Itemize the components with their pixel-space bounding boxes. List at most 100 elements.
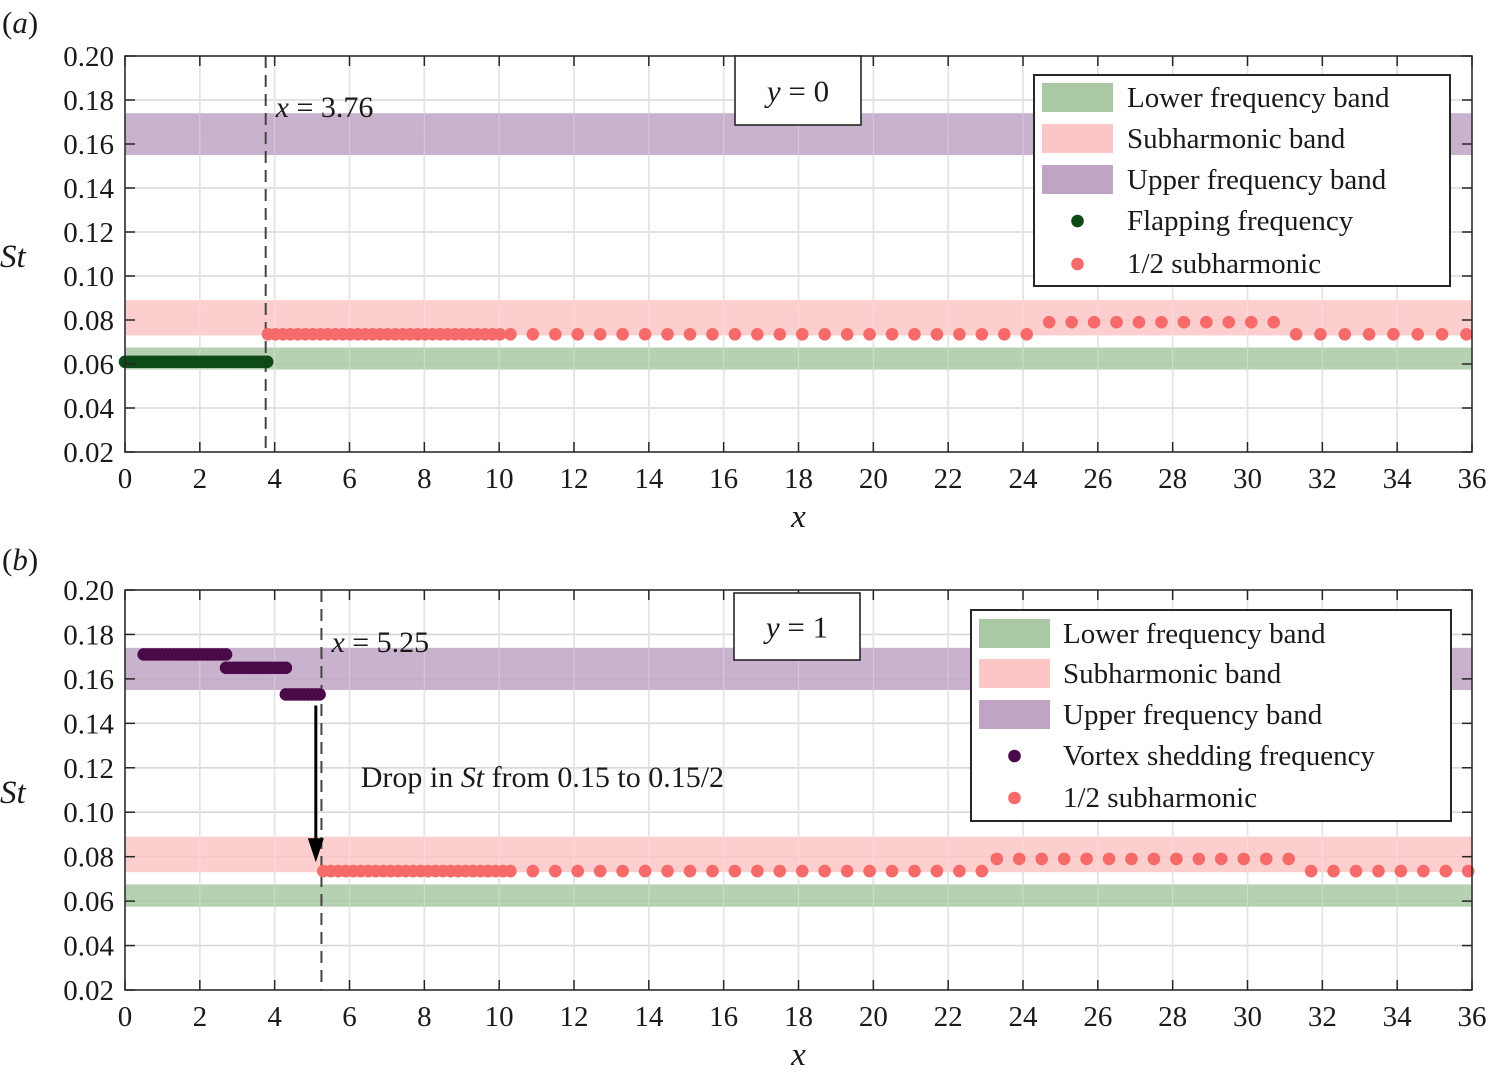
x-tick-label: 16 (709, 1001, 738, 1033)
data-point (1411, 328, 1425, 341)
data-point (638, 328, 652, 341)
y-axis-label: St (0, 775, 27, 811)
data-point (1215, 852, 1228, 866)
drop-annotation-suffix: from 0.15 to 0.15/2 (484, 761, 724, 794)
annotation-value: = 0 (781, 74, 829, 109)
x-tick-label: 24 (1009, 1001, 1039, 1033)
data-point (1338, 328, 1352, 341)
vline-label: x = 5.25 (330, 626, 429, 659)
panel-label-open: ( (2, 542, 12, 577)
data-point (1289, 328, 1303, 341)
panel-label-open: ( (2, 5, 12, 40)
x-tick-label: 18 (784, 1001, 813, 1033)
vline-label: x = 3.76 (275, 91, 374, 124)
data-point (548, 864, 562, 878)
data-point (1387, 328, 1400, 341)
data-point (953, 328, 966, 341)
legend-swatch (1042, 165, 1113, 194)
annotation-box (733, 592, 861, 661)
data-point (908, 328, 921, 341)
drop-annotation: Drop in St from 0.15 to 0.15/2 (361, 761, 724, 794)
y-tick-label: 0.14 (63, 173, 114, 205)
data-point (728, 864, 742, 878)
data-point (885, 864, 899, 878)
data-point (706, 864, 719, 878)
x-tick-label: 22 (934, 1001, 963, 1033)
data-point (1177, 315, 1191, 329)
data-point (279, 661, 293, 675)
data-point (930, 328, 944, 341)
legend-label: Upper frequency band (1063, 699, 1323, 731)
data-point (1065, 315, 1078, 329)
legend-label: Lower frequency band (1063, 618, 1326, 650)
data-point (526, 328, 540, 341)
data-point (818, 328, 831, 341)
data-point (773, 864, 787, 878)
x-tick-label: 20 (859, 463, 888, 495)
data-point (616, 864, 629, 878)
x-tick-label: 36 (1458, 463, 1487, 495)
data-point (683, 864, 697, 878)
annotation-value: = 1 (780, 610, 828, 645)
data-point (1012, 852, 1026, 866)
data-point (219, 648, 233, 661)
x-tick-label: 8 (417, 463, 432, 495)
x-tick-label: 10 (485, 1001, 514, 1033)
data-point (990, 852, 1004, 866)
panel-label-close: ) (28, 5, 38, 40)
data-point (1057, 852, 1071, 866)
legend-swatch (1042, 83, 1113, 112)
data-point (1110, 315, 1123, 329)
panel-label-close: ) (28, 542, 38, 577)
x-tick-label: 28 (1158, 1001, 1187, 1033)
x-tick-label: 2 (193, 463, 208, 495)
data-point (1417, 864, 1430, 878)
data-point (1314, 328, 1327, 341)
panel-label-letter: b (12, 542, 28, 577)
data-point (908, 864, 921, 878)
data-point (863, 864, 876, 878)
y-tick-label: 0.18 (63, 619, 114, 651)
x-tick-label: 6 (342, 463, 357, 495)
panel-label-letter: a (12, 5, 28, 40)
vline-label-value: = 3.76 (289, 91, 373, 124)
data-point (661, 864, 674, 878)
data-point (1200, 315, 1213, 329)
y-tick-label: 0.06 (63, 886, 114, 918)
data-point (1349, 864, 1363, 878)
series-flapping-frequency (118, 355, 274, 369)
vline-label-var: x (275, 91, 290, 124)
legend-swatch (1042, 124, 1113, 153)
data-point (1304, 864, 1318, 878)
y-tick-label: 0.16 (63, 129, 114, 161)
drop-annotation-symbol: St (461, 761, 485, 794)
panel-b: x = 5.250 2 4 6 8 10 12 14 16 18 20 22 24 26 28 30 32 34 3… (0, 542, 1487, 1073)
data-point (1372, 864, 1385, 878)
y-tick-label: 0.08 (63, 305, 114, 337)
x-tick-label: 30 (1233, 463, 1262, 495)
x-tick-label: 4 (267, 1001, 282, 1033)
y-tick-label: 0.12 (63, 217, 114, 249)
annotation-var: y (763, 610, 780, 645)
data-point (997, 328, 1011, 341)
legend-label: Upper frequency band (1127, 164, 1387, 196)
legend-label: Lower frequency band (1127, 82, 1390, 114)
data-point (548, 328, 562, 341)
series-1-2-subharmonic (317, 852, 1475, 878)
data-point (1460, 328, 1473, 341)
legend-label: Subharmonic band (1127, 123, 1346, 155)
band-lower-band (125, 884, 1472, 907)
data-point (1080, 852, 1093, 866)
y-tick-label: 0.12 (63, 753, 114, 785)
data-point (493, 328, 507, 341)
data-point (616, 328, 629, 341)
data-point (1394, 864, 1408, 878)
vline-label-value: = 5.25 (345, 626, 429, 659)
annotation-var: y (764, 74, 781, 109)
y-tick-label: 0.04 (63, 931, 114, 963)
data-point (313, 688, 326, 701)
y-tick-label: 0.18 (63, 85, 114, 117)
series-vortex-shedding-frequency (137, 648, 326, 701)
data-point (863, 328, 876, 341)
